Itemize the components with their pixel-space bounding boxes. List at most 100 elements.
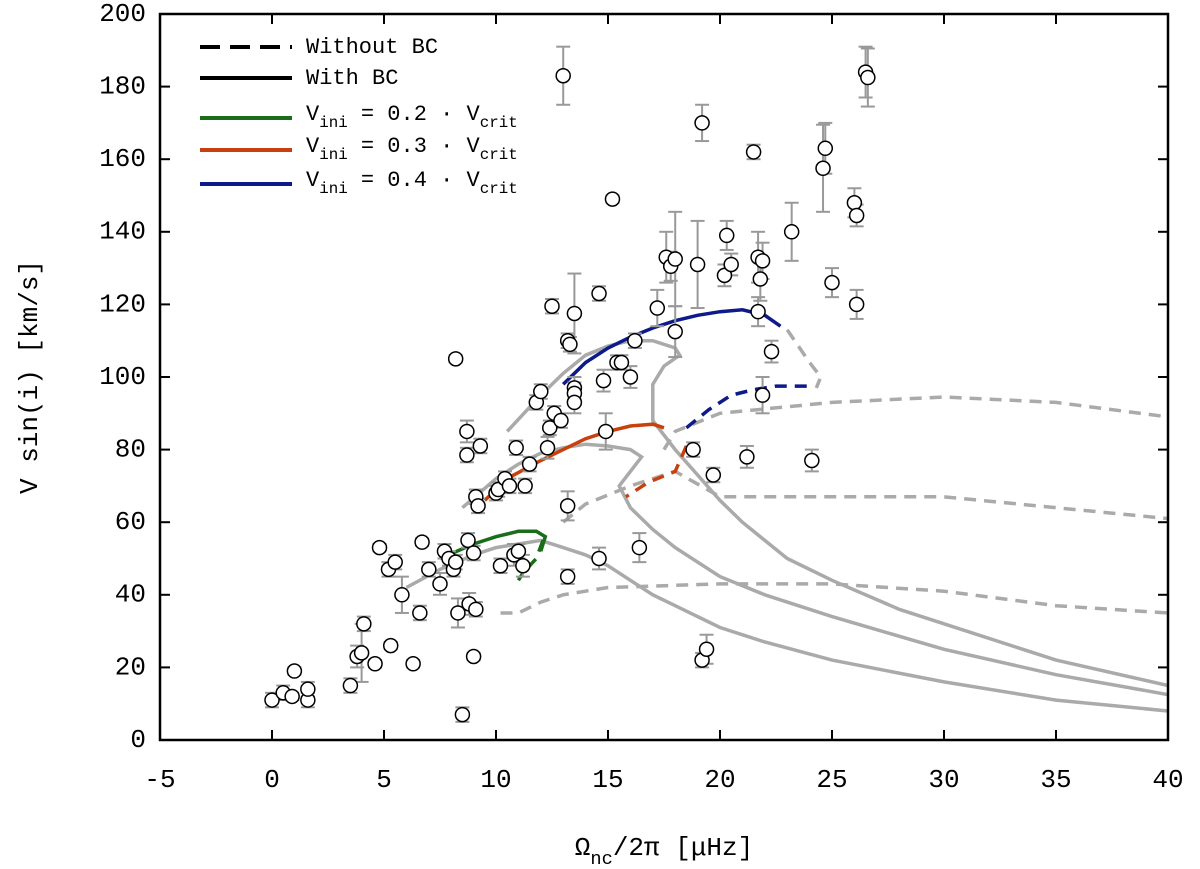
text-part: V	[306, 134, 320, 159]
data-point	[508, 440, 524, 456]
data-point	[754, 387, 771, 403]
data-point	[598, 423, 614, 440]
data-point	[804, 452, 820, 469]
x-axis-label: Ωnc/2π [μHz]	[575, 833, 754, 869]
data-point	[694, 115, 710, 131]
subscript: crit	[480, 146, 518, 164]
data-point	[342, 677, 359, 694]
data-point	[460, 532, 476, 549]
data-point	[515, 558, 531, 574]
data-point	[718, 227, 735, 244]
data-point	[492, 558, 509, 574]
data-point	[595, 372, 612, 389]
data-point	[544, 298, 560, 314]
data-point	[412, 605, 428, 621]
data-point	[284, 688, 300, 705]
plot-frame	[158, 12, 1170, 742]
data-point	[622, 369, 639, 385]
x-tick-label: 5	[376, 765, 392, 795]
subscript: crit	[480, 180, 518, 198]
data-point	[824, 274, 840, 291]
x-tick-label: 15	[592, 765, 623, 795]
data-point	[559, 498, 576, 514]
data-point	[553, 412, 569, 429]
line	[662, 395, 1168, 451]
line	[505, 338, 1168, 688]
line	[685, 384, 815, 430]
data-point	[459, 447, 475, 463]
x-tick-label: 30	[928, 765, 959, 795]
data-point	[405, 656, 421, 672]
data-point	[470, 498, 486, 514]
data-point	[264, 692, 280, 708]
data-point	[521, 456, 538, 472]
legend-label: Vini = 0.3 · Vcrit	[306, 134, 518, 164]
data-point	[450, 605, 466, 621]
y-tick-label: 120	[99, 289, 146, 319]
data-point	[846, 195, 863, 211]
data-point	[510, 543, 527, 559]
data-point	[591, 550, 607, 567]
data-point	[465, 648, 482, 665]
y-tick-label: 40	[115, 580, 146, 610]
data-point	[517, 478, 533, 494]
y-tick-label: 60	[115, 507, 146, 537]
data-point	[783, 224, 800, 240]
data-point	[566, 394, 583, 411]
data-point	[387, 554, 403, 570]
subscript: ini	[319, 114, 348, 132]
subscript: crit	[480, 114, 518, 132]
data-point	[300, 681, 316, 697]
data-point	[848, 207, 865, 224]
data-point	[353, 645, 370, 661]
text-part: /2π [μHz]	[613, 833, 753, 863]
data-point	[754, 253, 771, 269]
data-point	[394, 587, 410, 603]
data-point	[627, 332, 643, 349]
text-part: = 0.4 · V	[348, 168, 481, 193]
text-part: = 0.3 · V	[348, 134, 481, 159]
text-part: V	[306, 102, 320, 127]
y-tick-label: 140	[99, 217, 146, 247]
data-point	[356, 616, 372, 632]
data-point	[367, 656, 383, 672]
data-point	[286, 663, 303, 679]
data-point	[631, 539, 648, 556]
data-point	[667, 323, 683, 340]
x-tick-label: 35	[1040, 765, 1071, 795]
data-point	[815, 160, 831, 177]
data-point	[613, 354, 630, 371]
data-point	[533, 383, 549, 400]
data-point	[763, 343, 780, 360]
data-point	[447, 351, 464, 367]
subscript: ini	[319, 146, 348, 164]
y-tick-label: 160	[99, 144, 146, 174]
data-point	[667, 251, 683, 267]
legend-label: Vini = 0.2 · Vcrit	[306, 102, 518, 132]
data-point	[739, 449, 755, 465]
data-point	[421, 561, 437, 578]
y-axis-label: V sin(i) [km/s]	[15, 260, 45, 494]
data-point	[591, 285, 607, 302]
legend-label: Vini = 0.4 · Vcrit	[306, 168, 518, 198]
y-tick-label: 0	[130, 725, 146, 755]
data-point	[562, 336, 578, 353]
line	[405, 538, 1168, 713]
data-point	[698, 641, 715, 657]
x-tick-label: -5	[144, 765, 175, 795]
data-point	[752, 271, 769, 287]
subscript: nc	[590, 848, 612, 869]
data-point	[539, 440, 556, 456]
data-point	[723, 256, 739, 273]
text-part: V	[306, 168, 320, 193]
data-point	[750, 303, 766, 320]
y-tick-label: 180	[99, 71, 146, 101]
data-point	[465, 545, 482, 561]
data-point	[689, 256, 706, 273]
data-point	[860, 69, 876, 86]
data-point	[542, 420, 558, 436]
x-tick-label: 40	[1152, 765, 1183, 795]
data-point	[705, 467, 722, 483]
